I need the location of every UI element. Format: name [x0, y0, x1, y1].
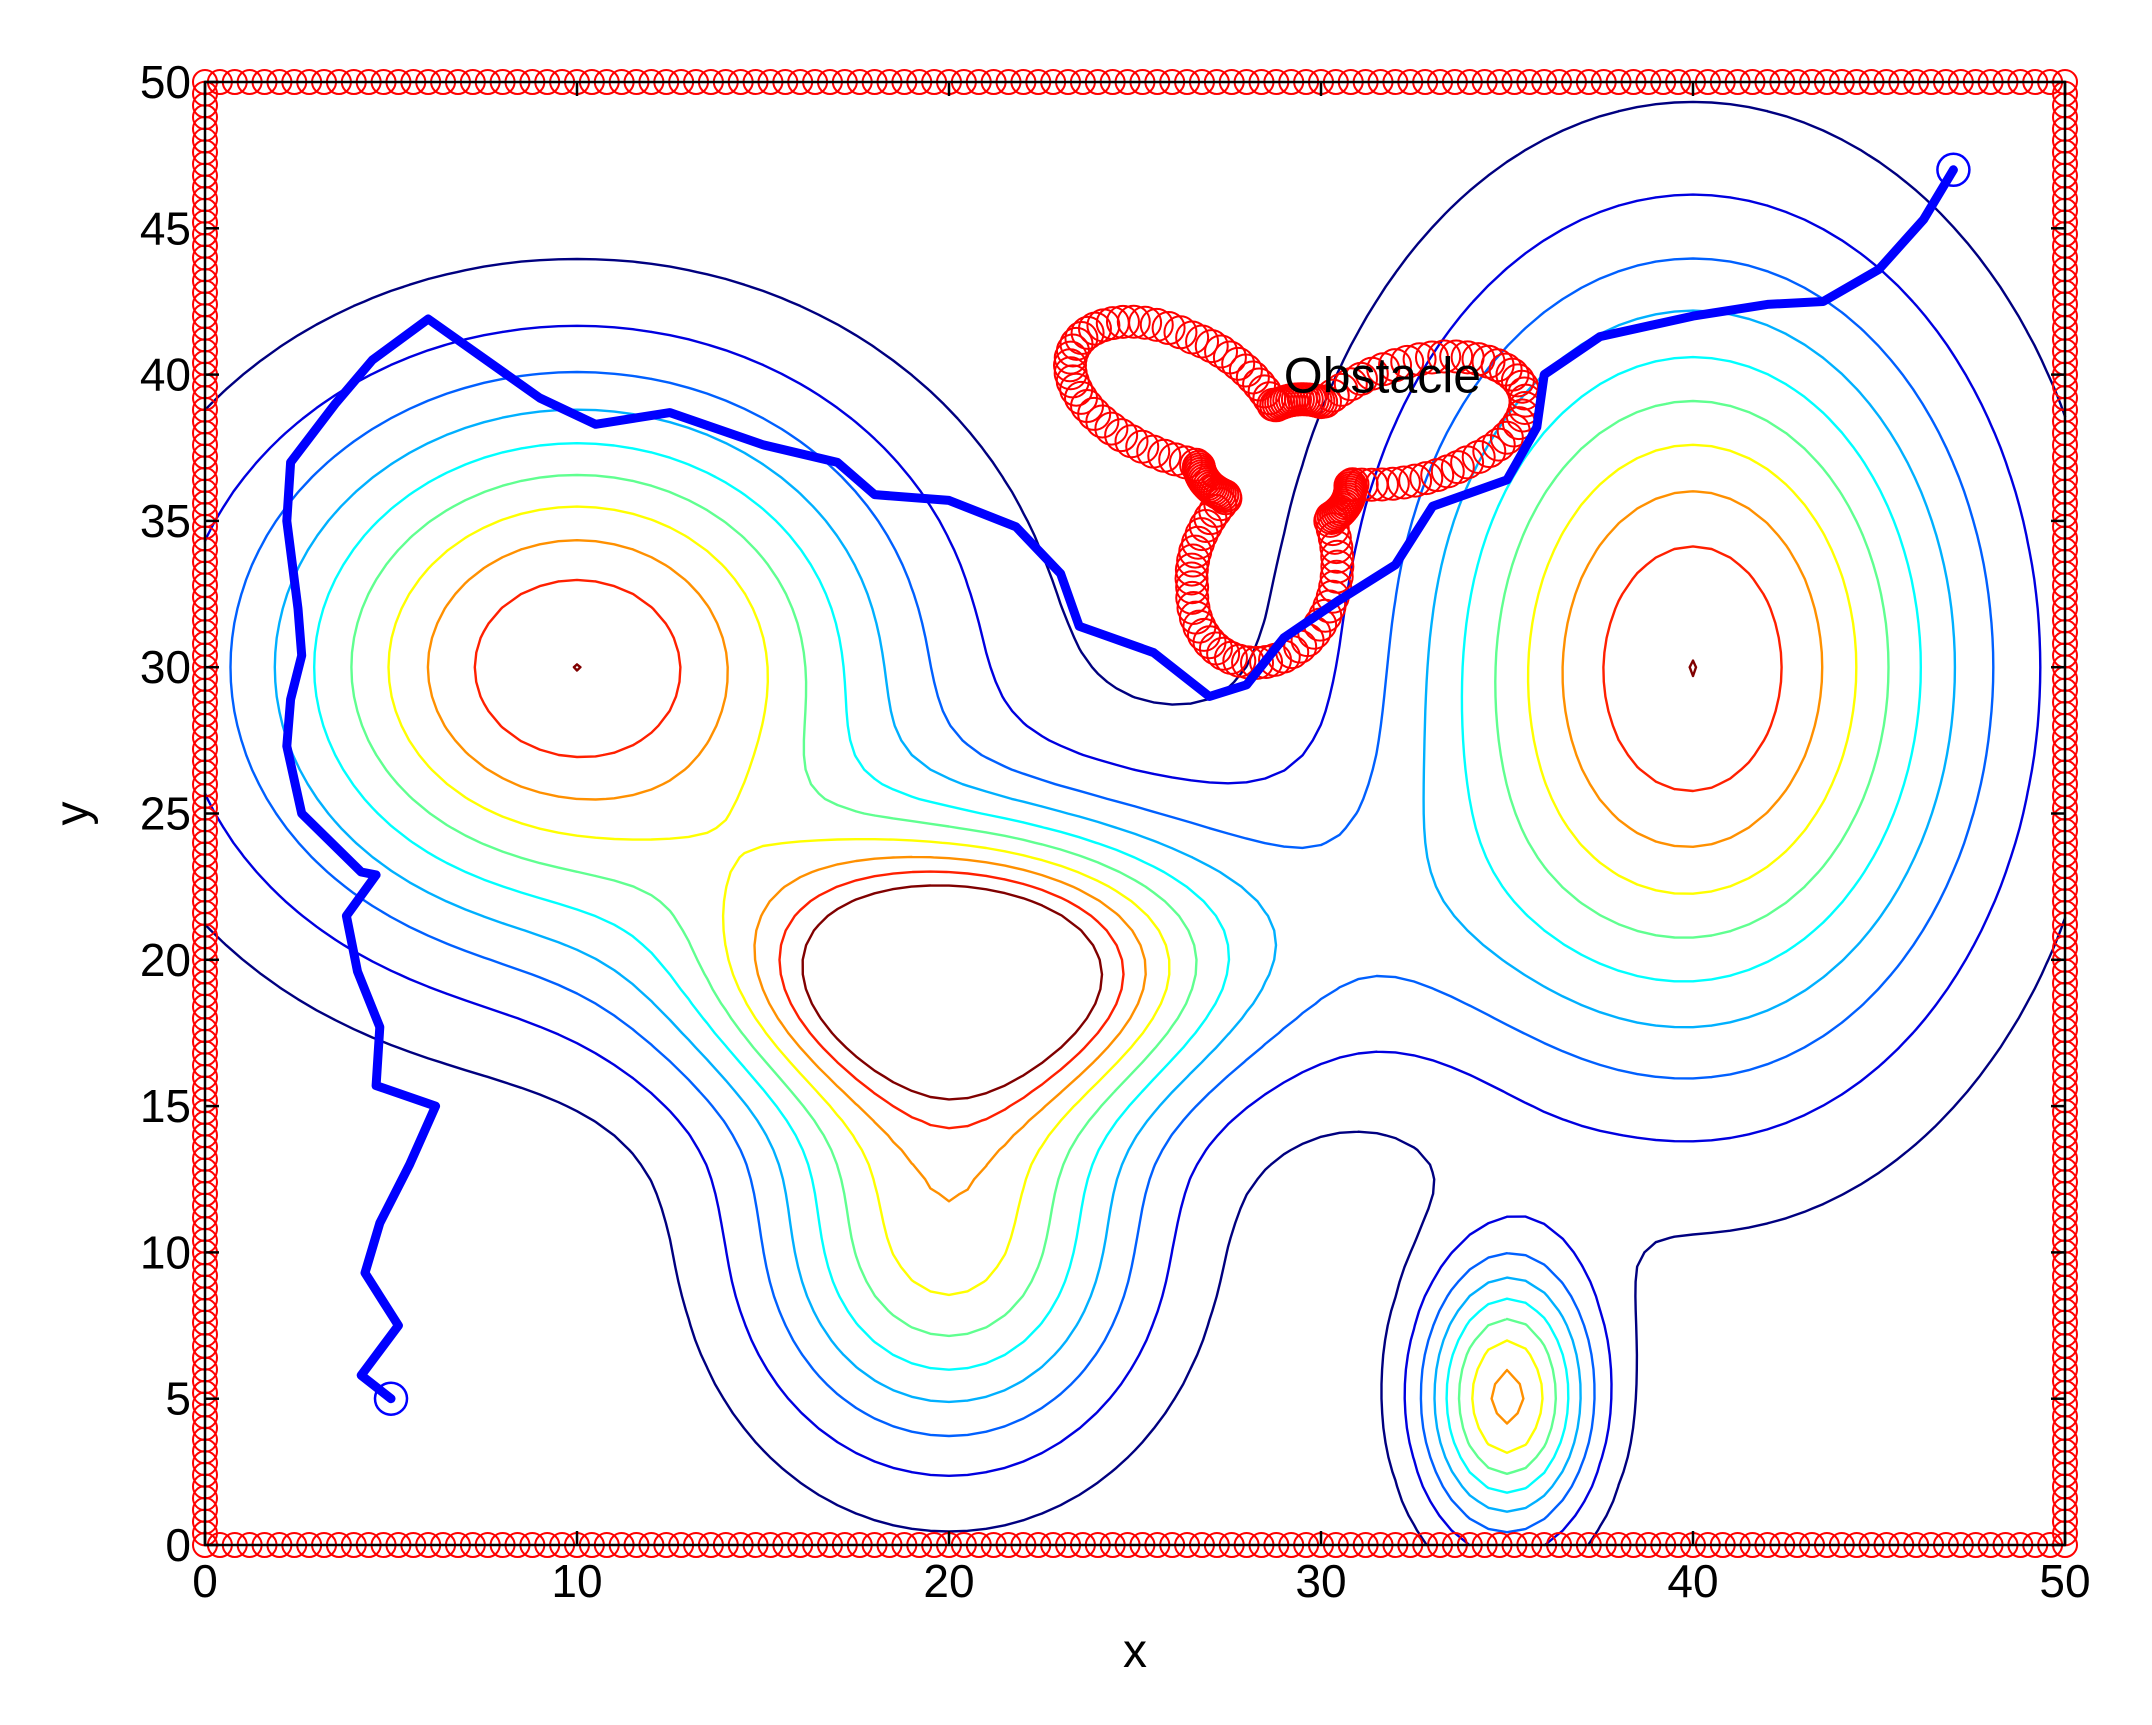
obstacle-marker — [1193, 501, 1228, 536]
axes — [203, 80, 2067, 1547]
obstacle-marker — [1427, 339, 1462, 374]
path-line — [282, 165, 1958, 1404]
obstacle-marker — [1151, 311, 1186, 346]
y-tick-label: 20 — [140, 934, 191, 986]
x-tick-label: 0 — [192, 1555, 218, 1607]
obstacle-marker — [1335, 467, 1370, 502]
obstacle-marker — [1489, 420, 1524, 455]
obstacle-marker — [1390, 344, 1425, 379]
obstacle-marker — [1200, 475, 1235, 510]
y-tick-label: 5 — [165, 1373, 191, 1425]
obstacle-marker — [1221, 346, 1256, 381]
y-tick-label: 10 — [140, 1226, 191, 1278]
obstacle-marker — [1472, 434, 1507, 469]
obstacle-marker — [1198, 474, 1233, 509]
obstacle-marker — [1320, 549, 1355, 584]
obstacle-marker — [1247, 374, 1282, 409]
y-tick-label: 25 — [140, 788, 191, 840]
obstacle-marker — [1186, 617, 1221, 652]
x-tick-label: 50 — [2039, 1555, 2090, 1607]
obstacle-marker — [1104, 418, 1139, 453]
y-axis-label: y — [46, 802, 99, 826]
contour-level-4 — [273, 309, 1957, 1513]
obstacle-marker — [1450, 340, 1485, 375]
y-tick-label: 40 — [140, 349, 191, 401]
contour-level-2 — [203, 193, 2042, 1547]
obstacle-marker — [1174, 561, 1209, 596]
obstacle-marker — [1176, 543, 1211, 578]
obstacle-marker — [1414, 340, 1449, 375]
contour-level-7 — [387, 443, 1858, 1454]
obstacle-marker — [1319, 559, 1354, 594]
obstacle-marker — [1461, 342, 1496, 377]
obstacle-marker — [1139, 307, 1174, 342]
obstacle-marker — [1480, 348, 1515, 383]
contour-level-1 — [203, 100, 2067, 1547]
obstacle-marker — [1420, 458, 1455, 493]
tick-labels: 0 10 20 30 40 50 0 5 10 15 20 25 30 35 40 45 50 — [140, 56, 2091, 1607]
contour-level-3 — [229, 257, 1995, 1534]
obstacle-marker — [1175, 570, 1210, 605]
obstacle-markers — [1052, 304, 1543, 680]
obstacle-marker — [1375, 466, 1410, 501]
obstacle-marker — [1052, 348, 1087, 383]
obstacle-marker — [1116, 304, 1151, 339]
boundary-markers — [192, 69, 2078, 1558]
x-tick-label: 10 — [551, 1555, 602, 1607]
goal-marker — [1936, 152, 1971, 188]
contour-level-6 — [350, 399, 1890, 1475]
obstacle-marker — [1320, 539, 1355, 574]
obstacle-marker — [1147, 438, 1182, 473]
contour-level-8 — [426, 490, 1824, 1425]
obstacle-marker — [1196, 472, 1231, 507]
obstacle-marker — [1070, 315, 1105, 350]
obstacle-marker — [1398, 463, 1433, 498]
x-axis-label: x — [1123, 1625, 1147, 1678]
obstacle-marker — [1461, 440, 1496, 475]
contour-level-10 — [572, 659, 1698, 1101]
robot-path — [282, 152, 1971, 1416]
obstacle-marker — [1174, 552, 1209, 587]
obstacle-marker — [1364, 467, 1399, 502]
x-tick-label: 30 — [1295, 1555, 1346, 1607]
obstacle-marker — [1059, 326, 1094, 361]
obstacle-marker — [1202, 476, 1237, 511]
contour-level-5 — [313, 355, 1922, 1494]
obstacle-marker — [1206, 636, 1241, 671]
obstacle-marker — [1252, 381, 1287, 416]
y-tick-label: 50 — [140, 56, 191, 108]
obstacle-marker — [1077, 396, 1112, 431]
y-tick-label: 0 — [165, 1519, 191, 1571]
start-marker — [373, 1381, 409, 1416]
obstacle-marker — [1059, 372, 1094, 407]
obstacle-marker — [1235, 360, 1270, 395]
obstacle-marker — [1333, 367, 1368, 402]
obstacle-marker — [1085, 404, 1120, 439]
x-tick-label: 40 — [1667, 1555, 1718, 1607]
obstacle-marker — [1204, 334, 1239, 369]
y-tick-label: 30 — [140, 641, 191, 693]
obstacle-marker — [1175, 580, 1210, 615]
contour-lines — [203, 100, 2067, 1547]
obstacle-label: Obstacle — [1284, 348, 1481, 404]
obstacle-marker — [1440, 450, 1475, 485]
x-tick-label: 20 — [923, 1555, 974, 1607]
obstacle-marker — [1402, 342, 1437, 377]
obstacle-marker — [1386, 465, 1421, 500]
obstacle-marker — [1105, 304, 1140, 339]
obstacle-marker — [1343, 361, 1378, 396]
y-tick-label: 15 — [140, 1080, 191, 1132]
obstacle-marker — [1094, 411, 1129, 446]
contour-level-9 — [473, 545, 1783, 1130]
obstacle-marker — [1212, 340, 1247, 375]
obstacle-marker — [1242, 367, 1277, 402]
obstacle-marker — [1194, 329, 1229, 364]
obstacle-marker — [1439, 339, 1474, 374]
y-tick-label: 35 — [140, 495, 191, 547]
y-tick-label: 45 — [140, 202, 191, 254]
obstacle-marker — [1188, 508, 1223, 543]
